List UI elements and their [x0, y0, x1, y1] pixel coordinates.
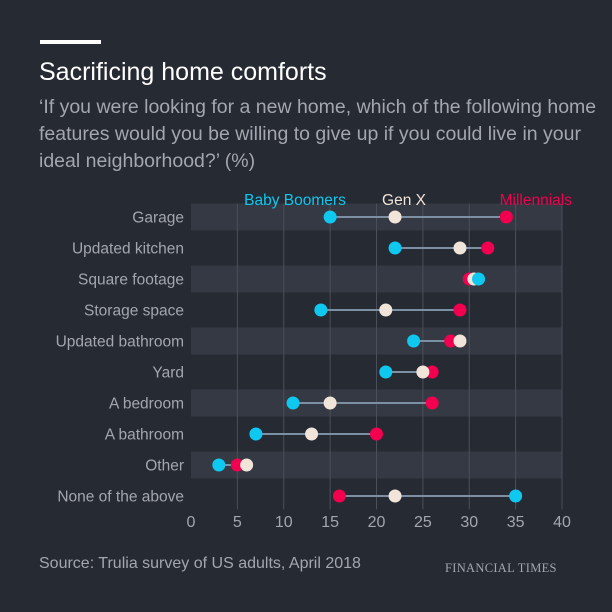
point-baby-boomers: [509, 489, 523, 503]
point-baby-boomers: [314, 303, 328, 317]
point-gen-x: [240, 458, 254, 472]
source-note: Source: Trulia survey of US adults, Apri…: [39, 555, 361, 572]
x-tick-label: 40: [553, 514, 571, 531]
category-label: A bathroom: [105, 427, 184, 444]
point-baby-boomers: [286, 396, 300, 410]
point-gen-x: [453, 334, 467, 348]
category-label: Updated bathroom: [56, 334, 184, 351]
category-label: None of the above: [57, 489, 184, 506]
chart-subtitle: ‘If you were looking for a new home, whi…: [39, 96, 597, 172]
category-label: Storage space: [84, 303, 184, 320]
category-label: A bedroom: [109, 396, 184, 413]
title-accent-bar: [40, 40, 101, 44]
point-millennials: [332, 489, 346, 503]
point-gen-x: [416, 365, 430, 379]
point-baby-boomers: [212, 458, 226, 472]
point-millennials: [230, 458, 244, 472]
point-millennials: [444, 334, 458, 348]
x-tick-labels: 0 5 10 15 20 25 30 35 40: [187, 514, 571, 531]
brand-logo: FINANCIAL TIMES: [445, 561, 557, 575]
category-label: Other: [145, 458, 184, 475]
data-points: [212, 210, 523, 503]
point-millennials: [425, 396, 439, 410]
category-labels: Garage Updated kitchen Square footage Stora…: [56, 210, 184, 506]
point-baby-boomers: [388, 241, 402, 255]
point-baby-boomers: [249, 427, 263, 441]
category-label: Updated kitchen: [72, 241, 184, 258]
category-label: Yard: [152, 365, 184, 382]
legend: Baby Boomers Gen X Millennials: [244, 192, 572, 209]
point-millennials: [370, 427, 383, 441]
x-tick-label: 0: [187, 514, 196, 531]
x-tick-label: 10: [275, 514, 293, 531]
chart-title: Sacrificing home comforts: [39, 58, 327, 86]
x-tick-label: 25: [414, 514, 432, 531]
point-gen-x: [305, 427, 319, 441]
point-baby-boomers: [379, 365, 393, 379]
point-baby-boomers: [472, 272, 486, 286]
x-tick-label: 20: [368, 514, 386, 531]
point-millennials: [499, 210, 513, 224]
point-baby-boomers: [323, 210, 337, 224]
legend-baby-boomers: Baby Boomers: [244, 192, 346, 209]
category-label: Garage: [132, 210, 184, 227]
point-gen-x: [453, 241, 467, 255]
legend-gen-x: Gen X: [382, 192, 427, 209]
legend-millennials: Millennials: [500, 192, 573, 209]
point-gen-x: [379, 303, 393, 317]
point-gen-x: [388, 210, 402, 224]
point-millennials: [453, 303, 467, 317]
category-label: Square footage: [78, 272, 184, 289]
point-millennials: [481, 241, 495, 255]
x-tick-label: 35: [507, 514, 525, 531]
point-gen-x: [388, 489, 402, 503]
x-tick-label: 30: [460, 514, 478, 531]
x-tick-label: 15: [321, 514, 339, 531]
x-tick-label: 5: [233, 514, 242, 531]
point-gen-x: [323, 396, 337, 410]
point-millennials: [425, 365, 439, 379]
point-baby-boomers: [407, 334, 421, 348]
